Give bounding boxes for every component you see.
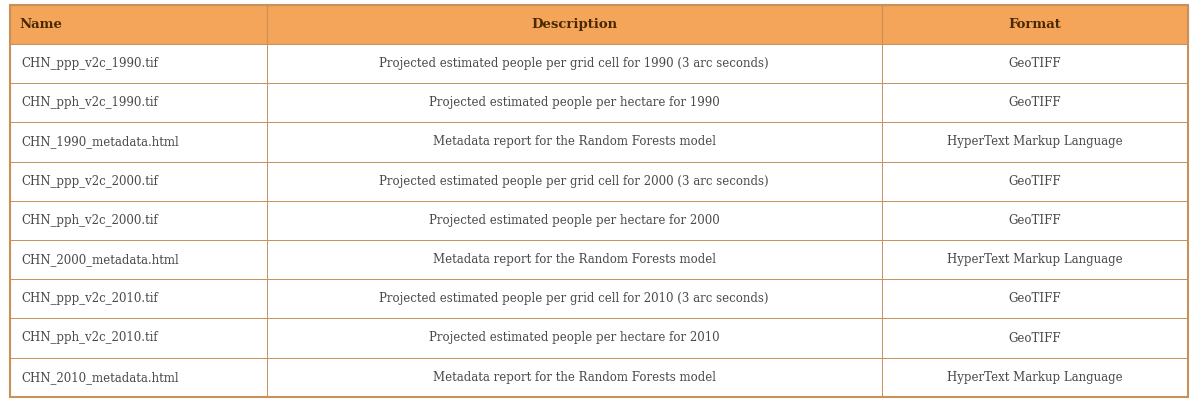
Bar xyxy=(10,83,267,122)
Text: CHN_2000_metadata.html: CHN_2000_metadata.html xyxy=(22,253,180,266)
Text: Metadata report for the Random Forests model: Metadata report for the Random Forests m… xyxy=(432,371,715,384)
Text: Projected estimated people per grid cell for 2000 (3 arc seconds): Projected estimated people per grid cell… xyxy=(380,175,769,188)
Bar xyxy=(267,279,882,318)
Bar xyxy=(10,44,267,83)
Bar xyxy=(882,5,1188,44)
Bar xyxy=(10,122,267,162)
Text: HyperText Markup Language: HyperText Markup Language xyxy=(948,253,1123,266)
Bar xyxy=(267,162,882,201)
Text: Projected estimated people per hectare for 2010: Projected estimated people per hectare f… xyxy=(429,332,720,344)
Text: HyperText Markup Language: HyperText Markup Language xyxy=(948,371,1123,384)
Bar xyxy=(882,122,1188,162)
Bar xyxy=(882,162,1188,201)
Text: Metadata report for the Random Forests model: Metadata report for the Random Forests m… xyxy=(432,136,715,148)
Bar xyxy=(10,279,267,318)
Text: GeoTIFF: GeoTIFF xyxy=(1009,292,1061,305)
Text: GeoTIFF: GeoTIFF xyxy=(1009,57,1061,70)
Text: CHN_pph_v2c_2000.tif: CHN_pph_v2c_2000.tif xyxy=(22,214,158,227)
Bar xyxy=(267,358,882,397)
Text: GeoTIFF: GeoTIFF xyxy=(1009,214,1061,227)
Text: GeoTIFF: GeoTIFF xyxy=(1009,332,1061,344)
Text: GeoTIFF: GeoTIFF xyxy=(1009,175,1061,188)
Bar xyxy=(267,240,882,279)
Bar xyxy=(10,162,267,201)
Text: CHN_2010_metadata.html: CHN_2010_metadata.html xyxy=(22,371,180,384)
Bar xyxy=(882,201,1188,240)
Text: Description: Description xyxy=(531,18,617,31)
Text: CHN_1990_metadata.html: CHN_1990_metadata.html xyxy=(22,136,180,148)
Bar xyxy=(267,44,882,83)
Bar xyxy=(10,318,267,358)
Bar xyxy=(267,201,882,240)
Text: Projected estimated people per hectare for 2000: Projected estimated people per hectare f… xyxy=(429,214,720,227)
Text: Projected estimated people per hectare for 1990: Projected estimated people per hectare f… xyxy=(429,96,720,109)
Text: CHN_pph_v2c_2010.tif: CHN_pph_v2c_2010.tif xyxy=(22,332,158,344)
Bar xyxy=(10,240,267,279)
Text: CHN_ppp_v2c_2010.tif: CHN_ppp_v2c_2010.tif xyxy=(22,292,158,305)
Bar xyxy=(882,358,1188,397)
Text: Projected estimated people per grid cell for 2010 (3 arc seconds): Projected estimated people per grid cell… xyxy=(380,292,769,305)
Bar xyxy=(267,318,882,358)
Bar xyxy=(882,240,1188,279)
Text: Name: Name xyxy=(19,18,62,31)
Bar xyxy=(10,201,267,240)
Bar xyxy=(10,5,267,44)
Text: CHN_pph_v2c_1990.tif: CHN_pph_v2c_1990.tif xyxy=(22,96,158,109)
Bar xyxy=(882,83,1188,122)
Text: Metadata report for the Random Forests model: Metadata report for the Random Forests m… xyxy=(432,253,715,266)
Text: CHN_ppp_v2c_1990.tif: CHN_ppp_v2c_1990.tif xyxy=(22,57,158,70)
Bar xyxy=(882,279,1188,318)
Text: Projected estimated people per grid cell for 1990 (3 arc seconds): Projected estimated people per grid cell… xyxy=(380,57,769,70)
Bar xyxy=(10,358,267,397)
Text: Format: Format xyxy=(1009,18,1061,31)
Bar xyxy=(267,122,882,162)
Bar xyxy=(882,318,1188,358)
Bar xyxy=(267,83,882,122)
Text: CHN_ppp_v2c_2000.tif: CHN_ppp_v2c_2000.tif xyxy=(22,175,158,188)
Text: GeoTIFF: GeoTIFF xyxy=(1009,96,1061,109)
Bar xyxy=(267,5,882,44)
Text: HyperText Markup Language: HyperText Markup Language xyxy=(948,136,1123,148)
Bar xyxy=(882,44,1188,83)
